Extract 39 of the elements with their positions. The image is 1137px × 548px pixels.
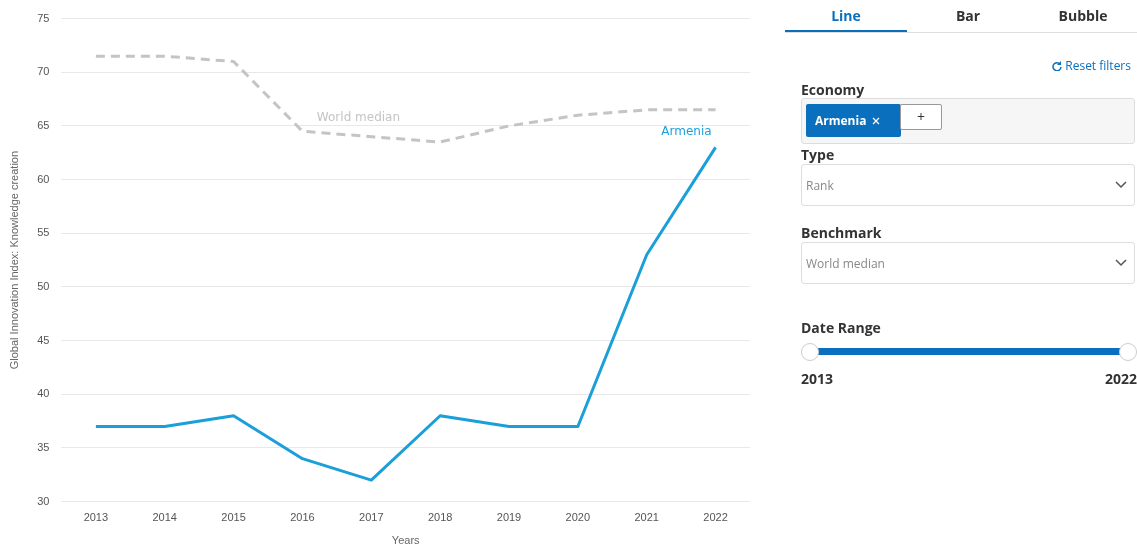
line-series (94, 54, 718, 144)
text: + (916, 107, 925, 126)
series-label: Armenia (661, 123, 712, 138)
y-tick-label: 35 (37, 440, 50, 453)
text: Type (801, 145, 835, 164)
text: Armenia (815, 112, 867, 129)
x-axis-title: Years (391, 534, 421, 547)
x-tick-label: 2022 (703, 511, 728, 524)
text: 2022 (1104, 369, 1137, 388)
y-tick-label: 60 (37, 172, 50, 185)
text: Rank (806, 177, 834, 194)
x-tick-label: 2020 (565, 511, 591, 524)
text: 2013 (801, 369, 834, 388)
y-tick-label: 50 (37, 279, 50, 292)
y-tick-label: 45 (37, 333, 50, 346)
x-tick-label: 2013 (83, 511, 109, 524)
x-tick-label: 2016 (290, 511, 315, 524)
text: Bar (955, 6, 981, 25)
text: Line (831, 6, 861, 25)
text: Benchmark (801, 223, 882, 242)
text: Bubble (1058, 6, 1108, 25)
text: Reset filters (1065, 57, 1131, 74)
y-axis-title: Global Innovation Index: Knowledge creation (7, 150, 20, 370)
text: World median (806, 255, 885, 272)
y-tick-label: 65 (37, 118, 50, 131)
y-tick-label: 40 (37, 387, 50, 400)
x-tick-label: 2015 (221, 511, 246, 524)
x-tick-label: 2021 (634, 511, 659, 524)
text: Date Range (801, 318, 881, 337)
x-tick-label: 2019 (496, 511, 522, 524)
y-tick-label: 30 (37, 494, 50, 507)
y-tick-label: 55 (37, 226, 50, 239)
y-tick-label: 75 (37, 11, 50, 24)
x-tick-label: 2014 (152, 511, 177, 524)
text: Economy (801, 80, 865, 99)
x-tick-label: 2018 (427, 511, 453, 524)
y-tick-label: 70 (37, 65, 50, 78)
series-label: World median (316, 110, 401, 125)
x-tick-label: 2017 (359, 511, 384, 524)
